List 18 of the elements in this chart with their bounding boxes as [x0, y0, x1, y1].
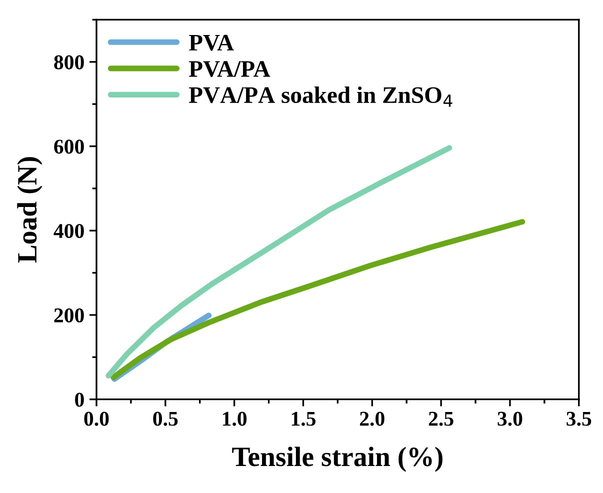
x-tick-label: 3.5: [566, 412, 592, 426]
x-tick-label: 2.0: [360, 412, 384, 426]
y-tick-label: 400: [54, 224, 84, 238]
x-tick-label: 0.0: [84, 412, 109, 426]
y-tick-label: 200: [54, 308, 84, 322]
x-tick-label: 2.5: [428, 412, 454, 426]
x-tick-label: 1.0: [222, 412, 247, 426]
y-tick-label: 0: [75, 392, 84, 407]
y-tick-label: 600: [54, 140, 84, 154]
y-axis-title: Load (N): [17, 157, 42, 263]
x-tick-label: 0.5: [153, 412, 178, 426]
legend-label: PVA: [188, 34, 234, 51]
legend-label: PVA/PA: [188, 61, 270, 78]
y-tick-label: 800: [54, 55, 84, 70]
x-tick-label: 1.5: [292, 412, 316, 426]
x-axis-title: Tensile strain (%): [232, 446, 442, 472]
legend-label: PVA/PA soaked in ZnSO$_{4}$: [188, 86, 452, 107]
x-tick-label: 3.0: [498, 412, 522, 426]
